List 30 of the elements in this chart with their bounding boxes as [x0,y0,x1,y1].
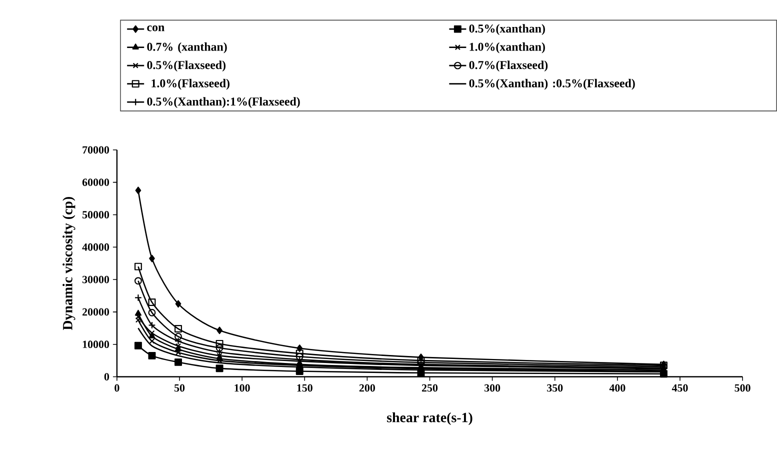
y-tick-label: 10000 [82,340,110,348]
x-axis-title: shear rate(s-1) [387,412,472,426]
x-tick-label: 450 [672,384,688,392]
legend-label: 0.7%(Flaxseed) [469,60,548,72]
x-tick-label: 500 [734,384,750,392]
legend-label: 0.5%(Flaxseed) [147,60,226,72]
legend-label: 0.5%(Xanthan) :0.5%(Flaxseed) [469,79,635,90]
x-tick-label: 400 [609,384,626,392]
y-axis-title: Dynamic viscosity (cp) [62,197,76,330]
x-tick-label: 200 [359,384,375,392]
y-tick-label: 70000 [82,146,110,154]
legend-label: 0.5%(Xanthan):1%(Flaxseed) [147,97,300,108]
legend-label: 1.0%(Flaxseed) [152,79,230,90]
x-tick-label: 0 [114,384,120,392]
y-tick-label: 50000 [82,211,110,219]
x-tick-label: 300 [484,384,500,392]
x-tick-label: 250 [422,384,438,392]
x-tick-label: 50 [174,384,185,392]
y-tick-label: 20000 [82,308,110,316]
legend-label: 1.0%(xanthan) [470,42,545,54]
x-tick-label: 100 [234,384,250,392]
y-tick-label: 30000 [82,276,110,284]
legend-label: con [147,26,164,32]
y-tick-label: 40000 [82,244,110,251]
x-tick-label: 150 [297,384,312,392]
legend-label: 0.7% (xanthan) [147,42,227,54]
x-tick-label: 350 [547,384,563,392]
y-tick-label: 60000 [82,178,110,186]
y-tick-label: 0 [104,373,110,381]
legend-label: 0.5%(xanthan) [469,24,545,36]
